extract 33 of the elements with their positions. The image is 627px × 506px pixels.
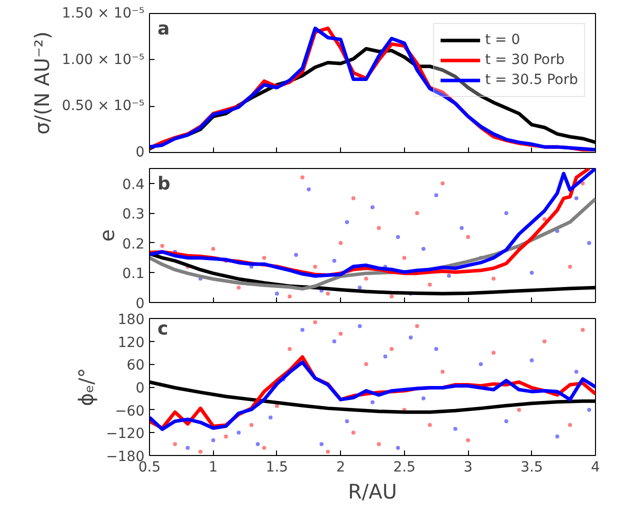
legend-label: t = 30.5 Porb xyxy=(485,72,578,88)
y-tick-label: −60 xyxy=(114,403,144,420)
x-tick-label: 2 xyxy=(336,460,346,476)
y-tick-label: 120 xyxy=(118,334,145,351)
y-tick-label: 0 xyxy=(136,296,145,312)
annotation: a xyxy=(158,18,170,40)
x-tick-label: 2.5 xyxy=(393,460,416,476)
y-tick-label: 0.1 xyxy=(122,266,144,282)
y-tick-label: 1.00 × 10⁻⁵ xyxy=(62,52,145,68)
y-tick-label: −120 xyxy=(106,426,144,442)
annotation: b xyxy=(158,174,170,194)
y-axis-title: e xyxy=(95,229,120,242)
annotation: c xyxy=(158,318,168,340)
x-tick-label: 0.5 xyxy=(138,460,161,476)
y-tick-label: 0.3 xyxy=(122,206,144,223)
legend-label: t = 0 xyxy=(485,32,520,48)
y-tick-label: 0.2 xyxy=(122,236,144,252)
y-tick-label: 0 xyxy=(136,380,145,396)
y-tick-label: 0 xyxy=(136,144,145,160)
y-tick-label: 180 xyxy=(118,312,145,328)
x-tick-label: 4 xyxy=(591,460,600,476)
y-axis-title: ϕₑ/° xyxy=(74,368,98,406)
x-tick-label: 3 xyxy=(464,460,473,476)
y-axis-title: σ/(N AU⁻²) xyxy=(30,31,54,135)
x-tick-label: 1 xyxy=(208,460,218,476)
x-tick-label: 3.5 xyxy=(520,460,543,476)
x-tick-label: 1.5 xyxy=(266,460,288,476)
y-tick-label: 60 xyxy=(126,358,145,374)
y-tick-label: 0.50 × 10⁻⁵ xyxy=(62,98,145,114)
legend-label: t = 30 Porb xyxy=(485,52,565,68)
x-axis-title: R/AU xyxy=(348,480,397,504)
y-tick-label: 0.4 xyxy=(122,176,145,193)
y-tick-label: 1.50 × 10⁻⁵ xyxy=(62,6,145,22)
